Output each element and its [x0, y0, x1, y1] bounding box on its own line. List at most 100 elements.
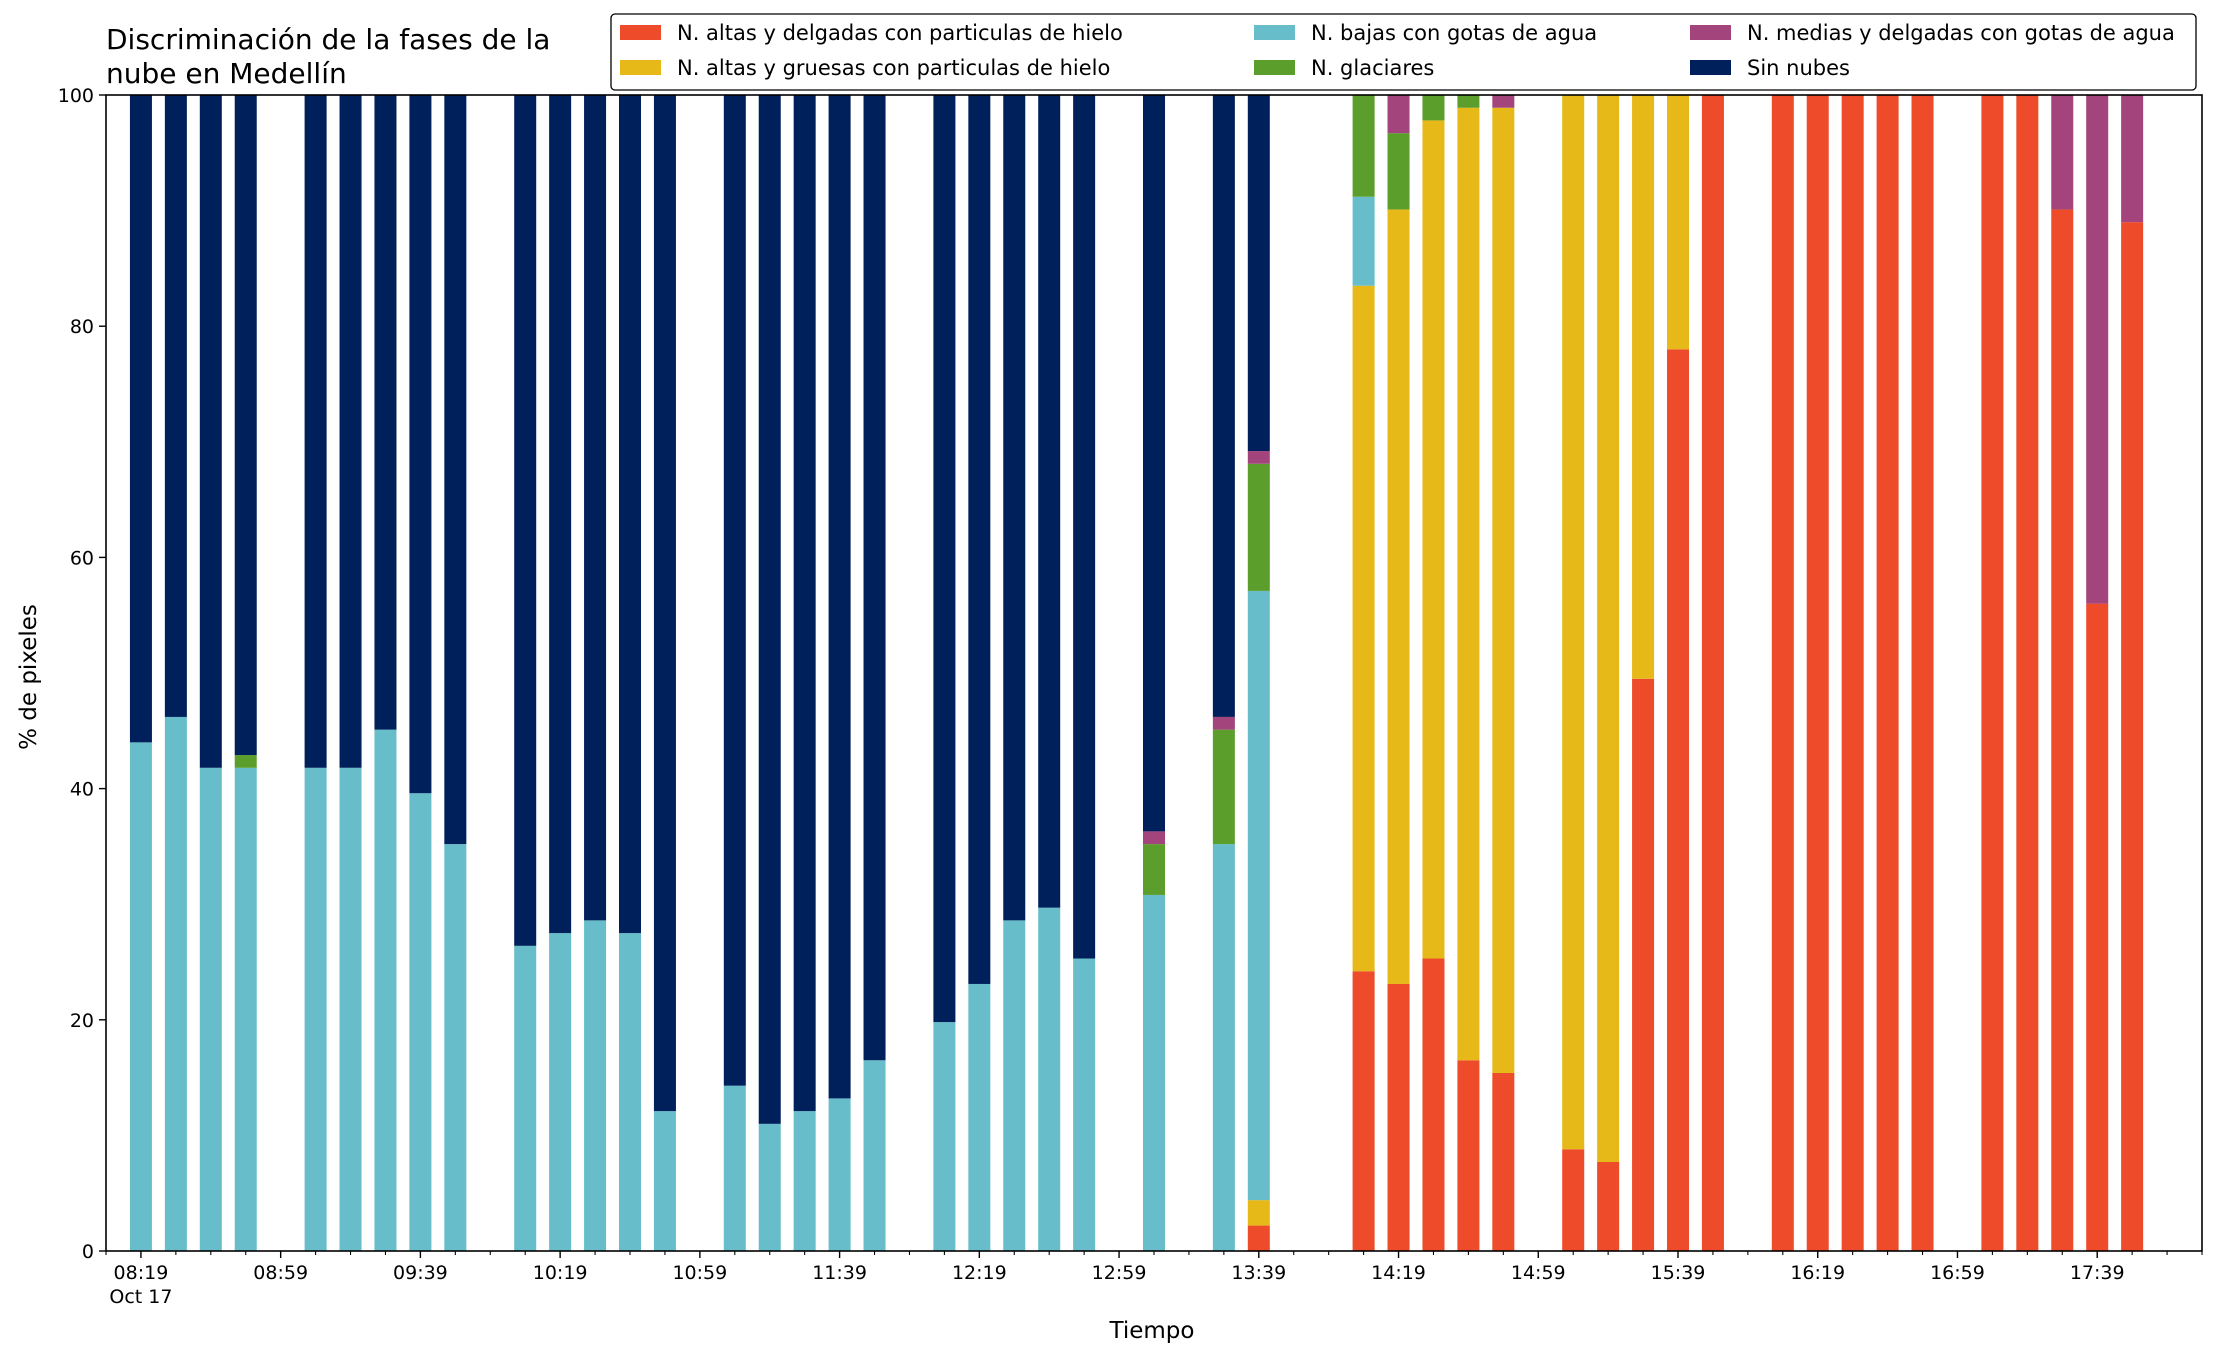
bar-segment-bajas	[793, 1111, 816, 1251]
bar-segment-sin-nubes	[1247, 95, 1270, 452]
legend-item-medias: N. medias y delgadas con gotas de agua	[1690, 21, 2175, 45]
bar-segment-sin-nubes	[933, 95, 956, 1023]
bar-segment-altas-delgadas	[1806, 95, 1829, 1251]
bar-segment-altas-delgadas	[1981, 95, 2004, 1251]
bar-stack	[129, 95, 152, 1251]
bar-segment-bajas	[1247, 590, 1270, 1201]
bar-stack	[1911, 95, 1934, 1251]
x-tick-label: 16:19	[1790, 1262, 1845, 1284]
bar-stack	[723, 95, 746, 1251]
bar-segment-medias	[2086, 95, 2109, 604]
bar-segment-bajas	[374, 729, 397, 1251]
bar-segment-altas-delgadas	[2016, 95, 2039, 1251]
bar-segment-glaciares	[1143, 844, 1166, 895]
bar-segment-altas-delgadas	[1492, 1072, 1515, 1251]
bar-stack	[444, 95, 467, 1251]
bar-segment-sin-nubes	[1003, 95, 1026, 921]
bar-stack	[619, 95, 642, 1251]
bar-segment-medias	[1387, 95, 1410, 134]
legend: N. altas y delgadas con particulas de hi…	[610, 13, 2197, 91]
bar-segment-bajas	[758, 1123, 781, 1251]
bar-stack	[2121, 95, 2144, 1251]
legend-item-bajas: N. bajas con gotas de agua	[1254, 21, 1597, 45]
bar-segment-bajas	[234, 767, 257, 1251]
bar-segment-bajas	[1212, 844, 1235, 1251]
legend-label: N. medias y delgadas con gotas de agua	[1747, 21, 2175, 45]
bar-segment-sin-nubes	[234, 95, 257, 756]
bar-segment-sin-nubes	[793, 95, 816, 1112]
bar-segment-bajas	[409, 793, 432, 1251]
bar-segment-altas-gruesas	[1632, 95, 1655, 679]
bar-segment-medias	[2051, 95, 2074, 210]
bar-segment-sin-nubes	[758, 95, 781, 1124]
legend-box	[610, 13, 2197, 91]
x-tick-label: 17:39	[2070, 1262, 2125, 1284]
legend-item-glaciares: N. glaciares	[1254, 56, 1434, 80]
bar-segment-sin-nubes	[304, 95, 327, 768]
x-tick-label: 08:19	[114, 1262, 169, 1284]
bar-segment-sin-nubes	[863, 95, 886, 1061]
bar-segment-altas-delgadas	[1771, 95, 1794, 1251]
x-tick-label: 10:19	[533, 1262, 588, 1284]
bar-stack	[514, 95, 537, 1251]
bar-segment-medias	[1492, 95, 1515, 108]
bar-segment-bajas	[828, 1098, 851, 1251]
bar-stack	[164, 95, 187, 1251]
bar-segment-altas-delgadas	[1597, 1161, 1620, 1251]
bar-segment-glaciares	[1352, 95, 1375, 197]
bar-segment-sin-nubes	[619, 95, 642, 934]
y-tick-label: 20	[70, 1010, 94, 1032]
bar-segment-altas-delgadas	[2121, 222, 2144, 1251]
bar-stack	[549, 95, 572, 1251]
x-tick-label: 14:19	[1371, 1262, 1426, 1284]
bar-segment-sin-nubes	[1073, 95, 1096, 959]
x-tick-label: 13:39	[1231, 1262, 1286, 1284]
bar-stack	[1841, 95, 1864, 1251]
bar-segment-sin-nubes	[549, 95, 572, 934]
bar-segment-glaciares	[1247, 463, 1270, 591]
bar-segment-glaciares	[1457, 95, 1480, 108]
bar-stack	[1981, 95, 2004, 1251]
bar-segment-bajas	[1038, 907, 1061, 1251]
bar-stack	[1038, 95, 1061, 1251]
bar-segment-glaciares	[1422, 95, 1445, 121]
bar-stack	[758, 95, 781, 1251]
bar-segment-sin-nubes	[1143, 95, 1166, 832]
bar-stack	[304, 95, 327, 1251]
bar-stack	[653, 95, 676, 1251]
bar-stack	[339, 95, 362, 1251]
bar-segment-altas-gruesas	[1492, 107, 1515, 1073]
legend-item-altas-gruesas: N. altas y gruesas con particulas de hie…	[620, 56, 1110, 80]
bar-segment-bajas	[1003, 920, 1026, 1251]
bar-segment-sin-nubes	[723, 95, 746, 1086]
x-tick-sublabel: Oct 17	[109, 1286, 172, 1308]
legend-label: N. altas y delgadas con particulas de hi…	[677, 21, 1123, 45]
bar-stack	[1212, 95, 1235, 1251]
bar-stack	[2016, 95, 2039, 1251]
bar-segment-altas-gruesas	[1562, 95, 1585, 1150]
bar-stack	[1876, 95, 1899, 1251]
legend-swatch	[620, 25, 661, 40]
x-tick-label: 15:39	[1651, 1262, 1706, 1284]
bar-stack	[1806, 95, 1829, 1251]
y-axis-label: % de pixeles	[16, 604, 42, 750]
chart-title-line-1: Discriminación de la fases de la	[106, 23, 550, 56]
bar-segment-sin-nubes	[828, 95, 851, 1099]
y-tick-label: 60	[70, 547, 94, 569]
bar-stack	[828, 95, 851, 1251]
bar-segment-altas-delgadas	[1457, 1060, 1480, 1251]
bar-stack	[199, 95, 222, 1251]
bar-segment-bajas	[129, 742, 152, 1251]
x-tick-label: 08:59	[253, 1262, 308, 1284]
bar-stack	[584, 95, 607, 1251]
bar-segment-medias	[1247, 451, 1270, 464]
bar-segment-bajas	[863, 1060, 886, 1251]
bar-segment-sin-nubes	[1038, 95, 1061, 908]
bar-stack	[1073, 95, 1096, 1251]
legend-swatch	[1254, 25, 1295, 40]
bar-segment-bajas	[444, 844, 467, 1251]
bar-stack	[1352, 95, 1375, 1251]
bar-stack	[1667, 95, 1690, 1251]
bar-segment-bajas	[933, 1022, 956, 1251]
